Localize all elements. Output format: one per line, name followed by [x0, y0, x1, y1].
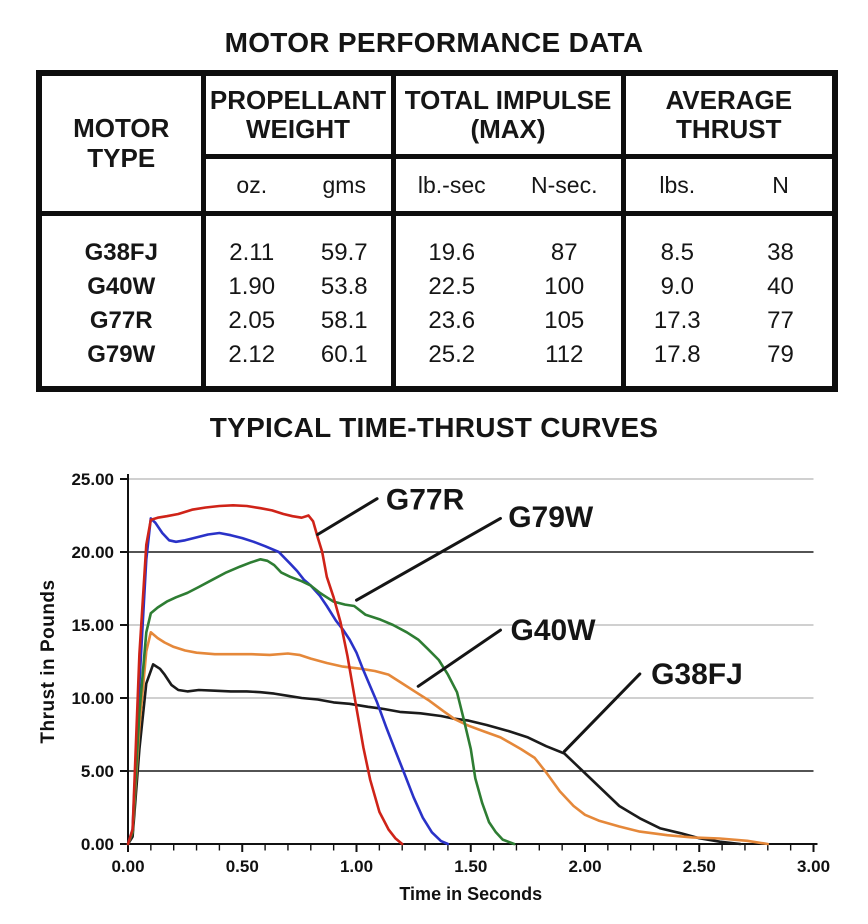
x-axis-ticks: 0.00 0.50 1.00 1.50 2.00 2.50 3.00 [111, 844, 830, 876]
motor-performance-table: MOTOR TYPE PROPELLANT WEIGHT TOTAL IMPUL… [36, 70, 839, 392]
cell-n-sec: 112 [545, 341, 584, 368]
curve-label-g77r: G77R [386, 483, 465, 516]
x-tick-label: 1.00 [340, 857, 373, 876]
cell-lb-sec: 22.5 [390, 270, 508, 304]
cell-n: 40 [767, 273, 794, 300]
time-thrust-chart: 25.00 20.00 15.00 10.00 5.00 0.00 0.00 0.50 1.00… [38, 470, 830, 904]
curve-g77r [126, 503, 404, 846]
motor-name: G79W [87, 341, 156, 368]
curve-label-g79w: G79W [508, 501, 594, 534]
cell-lbs: 9.0 [620, 270, 730, 304]
x-tick-label: 0.50 [226, 857, 259, 876]
curves [126, 503, 770, 846]
table-row: G38FJ 2.11 59.7 19.6 87 8.5 38 [39, 213, 835, 270]
cell-lb-sec: 23.6 [390, 304, 508, 338]
cell-gms: 53.8 [320, 273, 368, 300]
column-header-motor-type: MOTOR TYPE [39, 73, 203, 216]
unit-n-sec: N-sec. [508, 156, 624, 216]
curve-g40w [126, 630, 770, 846]
cell-oz: 2.05 [200, 304, 298, 338]
cell-n-sec: 87 [550, 239, 578, 266]
leader-line-g40w [416, 628, 502, 688]
motor-name: G77R [89, 307, 153, 334]
table-row: G77R 2.05 58.1 23.6 105 17.3 77 [39, 304, 835, 338]
label-mask [514, 614, 593, 647]
y-tick-label: 5.00 [81, 762, 114, 781]
cell-n-sec: 105 [544, 307, 585, 334]
x-tick-label: 2.00 [568, 857, 601, 876]
table-units-row: oz. gms lb.-sec N-sec. lbs. N [39, 156, 836, 216]
unit-lb-sec: lb.-sec [390, 156, 508, 216]
curve-labels: G77R G79W G40W G38FJ [316, 483, 745, 753]
unit-gms: gms [298, 156, 393, 216]
cell-n: 77 [767, 307, 794, 334]
unit-lbs: lbs. [620, 156, 730, 216]
y-tick-label: 15.00 [71, 616, 114, 635]
y-tick-label: 25.00 [71, 470, 114, 489]
cell-lbs: 8.5 [620, 213, 730, 270]
label-mask [511, 500, 590, 533]
leader-line-g38fj [562, 672, 642, 753]
cell-oz: 2.12 [200, 338, 298, 389]
label-mask [386, 483, 465, 516]
chart-title: TYPICAL TIME-THRUST CURVES [209, 412, 659, 443]
axis-titles: Time in Seconds Thrust in Pounds [38, 579, 542, 904]
y-axis-title: Thrust in Pounds [38, 579, 59, 743]
x-tick-label: 2.50 [683, 857, 716, 876]
cell-oz: 1.90 [200, 270, 298, 304]
y-tick-label: 0.00 [81, 835, 114, 854]
table-header-row: MOTOR TYPE PROPELLANT WEIGHT TOTAL IMPUL… [39, 73, 836, 216]
leader-line-g77r [316, 497, 379, 536]
curve-label-g40w: G40W [510, 614, 596, 647]
x-axis-title: Time in Seconds [399, 884, 542, 904]
motor-name: G38FJ [84, 239, 158, 266]
curve-g38fj [126, 663, 742, 846]
column-header-propellant-weight: PROPELLANT WEIGHT [200, 73, 393, 159]
cell-n: 79 [767, 341, 794, 368]
cell-lbs: 17.8 [620, 338, 730, 389]
cell-gms: 59.7 [320, 239, 368, 266]
unit-oz: oz. [200, 156, 298, 216]
cell-lb-sec: 19.6 [390, 213, 508, 270]
table-row: G79W 2.12 60.1 25.2 112 17.8 79 [39, 338, 835, 389]
y-axis-ticks: 25.00 20.00 15.00 10.00 5.00 0.00 [71, 470, 128, 854]
curve--unlabeled-green- [126, 557, 516, 846]
label-mask [649, 657, 745, 690]
cell-gms: 60.1 [320, 341, 368, 368]
curve-label-g38fj: G38FJ [651, 658, 743, 691]
cell-lbs: 17.3 [620, 304, 730, 338]
unit-n: N [729, 156, 836, 216]
gridlines [128, 478, 814, 772]
y-tick-label: 10.00 [71, 689, 114, 708]
table-row: G40W 1.90 53.8 22.5 100 9.0 40 [39, 270, 835, 304]
column-header-average-thrust: AVERAGE THRUST [620, 73, 836, 159]
leader-line-g79w [355, 516, 502, 602]
cell-n-sec: 100 [544, 273, 585, 300]
cell-oz: 2.11 [200, 213, 298, 270]
x-tick-label: 3.00 [797, 857, 830, 876]
column-header-total-impulse: TOTAL IMPULSE (MAX) [390, 73, 624, 159]
motor-name: G40W [87, 273, 156, 300]
x-tick-label: 0.00 [111, 857, 144, 876]
cell-n: 38 [767, 239, 794, 266]
cell-gms: 58.1 [320, 307, 368, 334]
y-tick-label: 20.00 [71, 543, 114, 562]
curve-g79w [126, 517, 450, 846]
x-tick-label: 1.50 [454, 857, 487, 876]
table-title: MOTOR PERFORMANCE DATA [224, 27, 644, 58]
cell-lb-sec: 25.2 [390, 338, 508, 389]
